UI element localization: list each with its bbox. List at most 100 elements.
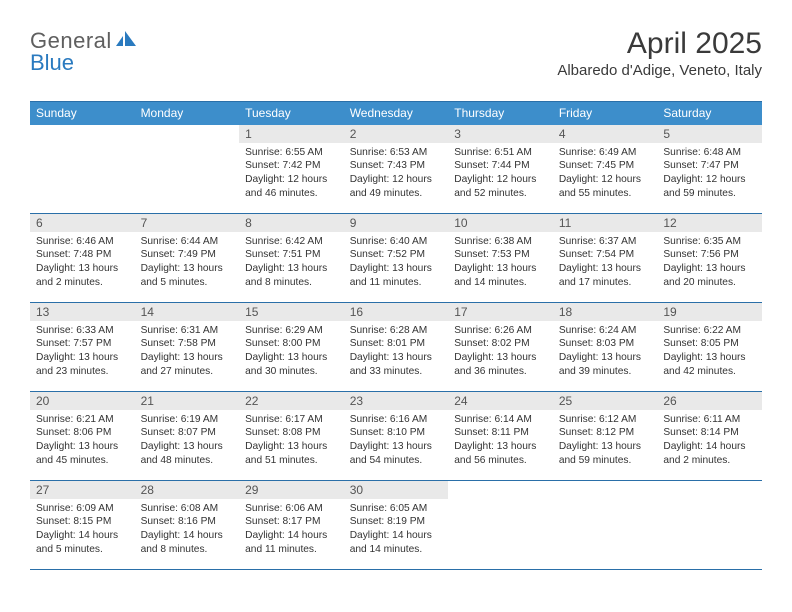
calendar-cell: 19Sunrise: 6:22 AMSunset: 8:05 PMDayligh… bbox=[657, 302, 762, 391]
daylight-line: Daylight: 12 hours and 49 minutes. bbox=[350, 173, 443, 201]
day-details: Sunrise: 6:05 AMSunset: 8:19 PMDaylight:… bbox=[344, 499, 449, 561]
day-details: Sunrise: 6:08 AMSunset: 8:16 PMDaylight:… bbox=[135, 499, 240, 561]
day-details: Sunrise: 6:37 AMSunset: 7:54 PMDaylight:… bbox=[553, 232, 658, 294]
day-details: Sunrise: 6:26 AMSunset: 8:02 PMDaylight:… bbox=[448, 321, 553, 383]
daylight-line: Daylight: 13 hours and 59 minutes. bbox=[559, 440, 652, 468]
sunset-line: Sunset: 7:49 PM bbox=[141, 248, 234, 262]
day-details: Sunrise: 6:19 AMSunset: 8:07 PMDaylight:… bbox=[135, 410, 240, 472]
daylight-line: Daylight: 13 hours and 11 minutes. bbox=[350, 262, 443, 290]
sunset-line: Sunset: 8:00 PM bbox=[245, 337, 338, 351]
weekday-header: Tuesday bbox=[239, 101, 344, 125]
calendar-cell: 13Sunrise: 6:33 AMSunset: 7:57 PMDayligh… bbox=[30, 302, 135, 391]
sunrise-line: Sunrise: 6:35 AM bbox=[663, 235, 756, 249]
calendar-cell: 7Sunrise: 6:44 AMSunset: 7:49 PMDaylight… bbox=[135, 213, 240, 302]
brand-sail-icon bbox=[116, 28, 138, 54]
day-details: Sunrise: 6:21 AMSunset: 8:06 PMDaylight:… bbox=[30, 410, 135, 472]
sunset-line: Sunset: 7:54 PM bbox=[559, 248, 652, 262]
calendar-body: 1Sunrise: 6:55 AMSunset: 7:42 PMDaylight… bbox=[30, 125, 762, 570]
sunrise-line: Sunrise: 6:19 AM bbox=[141, 413, 234, 427]
calendar-header-row: SundayMondayTuesdayWednesdayThursdayFrid… bbox=[30, 101, 762, 125]
calendar-week-row: 13Sunrise: 6:33 AMSunset: 7:57 PMDayligh… bbox=[30, 302, 762, 391]
day-number: 2 bbox=[344, 125, 449, 143]
location-subtitle: Albaredo d'Adige, Veneto, Italy bbox=[557, 62, 762, 79]
sunrise-line: Sunrise: 6:22 AM bbox=[663, 324, 756, 338]
calendar-cell: 20Sunrise: 6:21 AMSunset: 8:06 PMDayligh… bbox=[30, 391, 135, 480]
day-details: Sunrise: 6:29 AMSunset: 8:00 PMDaylight:… bbox=[239, 321, 344, 383]
sunset-line: Sunset: 8:03 PM bbox=[559, 337, 652, 351]
calendar-week-row: 6Sunrise: 6:46 AMSunset: 7:48 PMDaylight… bbox=[30, 213, 762, 302]
day-details: Sunrise: 6:24 AMSunset: 8:03 PMDaylight:… bbox=[553, 321, 658, 383]
sunrise-line: Sunrise: 6:46 AM bbox=[36, 235, 129, 249]
sunset-line: Sunset: 8:06 PM bbox=[36, 426, 129, 440]
sunrise-line: Sunrise: 6:14 AM bbox=[454, 413, 547, 427]
day-number: 11 bbox=[553, 214, 658, 232]
calendar-cell: 22Sunrise: 6:17 AMSunset: 8:08 PMDayligh… bbox=[239, 391, 344, 480]
sunset-line: Sunset: 8:11 PM bbox=[454, 426, 547, 440]
day-details: Sunrise: 6:22 AMSunset: 8:05 PMDaylight:… bbox=[657, 321, 762, 383]
day-number: 14 bbox=[135, 303, 240, 321]
sunset-line: Sunset: 8:08 PM bbox=[245, 426, 338, 440]
day-number: 17 bbox=[448, 303, 553, 321]
sunset-line: Sunset: 7:43 PM bbox=[350, 159, 443, 173]
sunset-line: Sunset: 7:56 PM bbox=[663, 248, 756, 262]
sunrise-line: Sunrise: 6:09 AM bbox=[36, 502, 129, 516]
weekday-header: Saturday bbox=[657, 101, 762, 125]
calendar-cell bbox=[657, 480, 762, 569]
day-number: 5 bbox=[657, 125, 762, 143]
sunrise-line: Sunrise: 6:06 AM bbox=[245, 502, 338, 516]
daylight-line: Daylight: 14 hours and 14 minutes. bbox=[350, 529, 443, 557]
sunset-line: Sunset: 7:44 PM bbox=[454, 159, 547, 173]
calendar-cell: 27Sunrise: 6:09 AMSunset: 8:15 PMDayligh… bbox=[30, 480, 135, 569]
daylight-line: Daylight: 13 hours and 2 minutes. bbox=[36, 262, 129, 290]
day-number: 30 bbox=[344, 481, 449, 499]
calendar-cell: 11Sunrise: 6:37 AMSunset: 7:54 PMDayligh… bbox=[553, 213, 658, 302]
day-details: Sunrise: 6:17 AMSunset: 8:08 PMDaylight:… bbox=[239, 410, 344, 472]
day-number: 1 bbox=[239, 125, 344, 143]
daylight-line: Daylight: 13 hours and 39 minutes. bbox=[559, 351, 652, 379]
day-details: Sunrise: 6:49 AMSunset: 7:45 PMDaylight:… bbox=[553, 143, 658, 205]
sunrise-line: Sunrise: 6:16 AM bbox=[350, 413, 443, 427]
daylight-line: Daylight: 12 hours and 59 minutes. bbox=[663, 173, 756, 201]
day-number: 13 bbox=[30, 303, 135, 321]
calendar-cell bbox=[135, 125, 240, 214]
day-number: 20 bbox=[30, 392, 135, 410]
day-number: 18 bbox=[553, 303, 658, 321]
day-number: 29 bbox=[239, 481, 344, 499]
weekday-header: Friday bbox=[553, 101, 658, 125]
brand-word-2: Blue bbox=[30, 50, 74, 76]
sunrise-line: Sunrise: 6:05 AM bbox=[350, 502, 443, 516]
day-details: Sunrise: 6:38 AMSunset: 7:53 PMDaylight:… bbox=[448, 232, 553, 294]
day-details: Sunrise: 6:16 AMSunset: 8:10 PMDaylight:… bbox=[344, 410, 449, 472]
day-number: 15 bbox=[239, 303, 344, 321]
calendar-cell: 26Sunrise: 6:11 AMSunset: 8:14 PMDayligh… bbox=[657, 391, 762, 480]
sunset-line: Sunset: 8:15 PM bbox=[36, 515, 129, 529]
daylight-line: Daylight: 14 hours and 5 minutes. bbox=[36, 529, 129, 557]
calendar-cell: 2Sunrise: 6:53 AMSunset: 7:43 PMDaylight… bbox=[344, 125, 449, 214]
day-number: 26 bbox=[657, 392, 762, 410]
day-details: Sunrise: 6:48 AMSunset: 7:47 PMDaylight:… bbox=[657, 143, 762, 205]
day-number: 4 bbox=[553, 125, 658, 143]
title-block: April 2025 Albaredo d'Adige, Veneto, Ita… bbox=[557, 28, 762, 79]
calendar-cell: 17Sunrise: 6:26 AMSunset: 8:02 PMDayligh… bbox=[448, 302, 553, 391]
calendar-cell: 8Sunrise: 6:42 AMSunset: 7:51 PMDaylight… bbox=[239, 213, 344, 302]
sunset-line: Sunset: 7:53 PM bbox=[454, 248, 547, 262]
day-details: Sunrise: 6:42 AMSunset: 7:51 PMDaylight:… bbox=[239, 232, 344, 294]
daylight-line: Daylight: 13 hours and 30 minutes. bbox=[245, 351, 338, 379]
daylight-line: Daylight: 14 hours and 11 minutes. bbox=[245, 529, 338, 557]
daylight-line: Daylight: 13 hours and 36 minutes. bbox=[454, 351, 547, 379]
calendar-week-row: 20Sunrise: 6:21 AMSunset: 8:06 PMDayligh… bbox=[30, 391, 762, 480]
day-details: Sunrise: 6:14 AMSunset: 8:11 PMDaylight:… bbox=[448, 410, 553, 472]
daylight-line: Daylight: 13 hours and 54 minutes. bbox=[350, 440, 443, 468]
day-number: 10 bbox=[448, 214, 553, 232]
day-details: Sunrise: 6:53 AMSunset: 7:43 PMDaylight:… bbox=[344, 143, 449, 205]
sunrise-line: Sunrise: 6:38 AM bbox=[454, 235, 547, 249]
sunset-line: Sunset: 8:16 PM bbox=[141, 515, 234, 529]
sunrise-line: Sunrise: 6:24 AM bbox=[559, 324, 652, 338]
day-number: 19 bbox=[657, 303, 762, 321]
sunrise-line: Sunrise: 6:11 AM bbox=[663, 413, 756, 427]
sunset-line: Sunset: 7:51 PM bbox=[245, 248, 338, 262]
calendar-cell: 15Sunrise: 6:29 AMSunset: 8:00 PMDayligh… bbox=[239, 302, 344, 391]
calendar-cell: 10Sunrise: 6:38 AMSunset: 7:53 PMDayligh… bbox=[448, 213, 553, 302]
calendar-week-row: 1Sunrise: 6:55 AMSunset: 7:42 PMDaylight… bbox=[30, 125, 762, 214]
day-number: 9 bbox=[344, 214, 449, 232]
